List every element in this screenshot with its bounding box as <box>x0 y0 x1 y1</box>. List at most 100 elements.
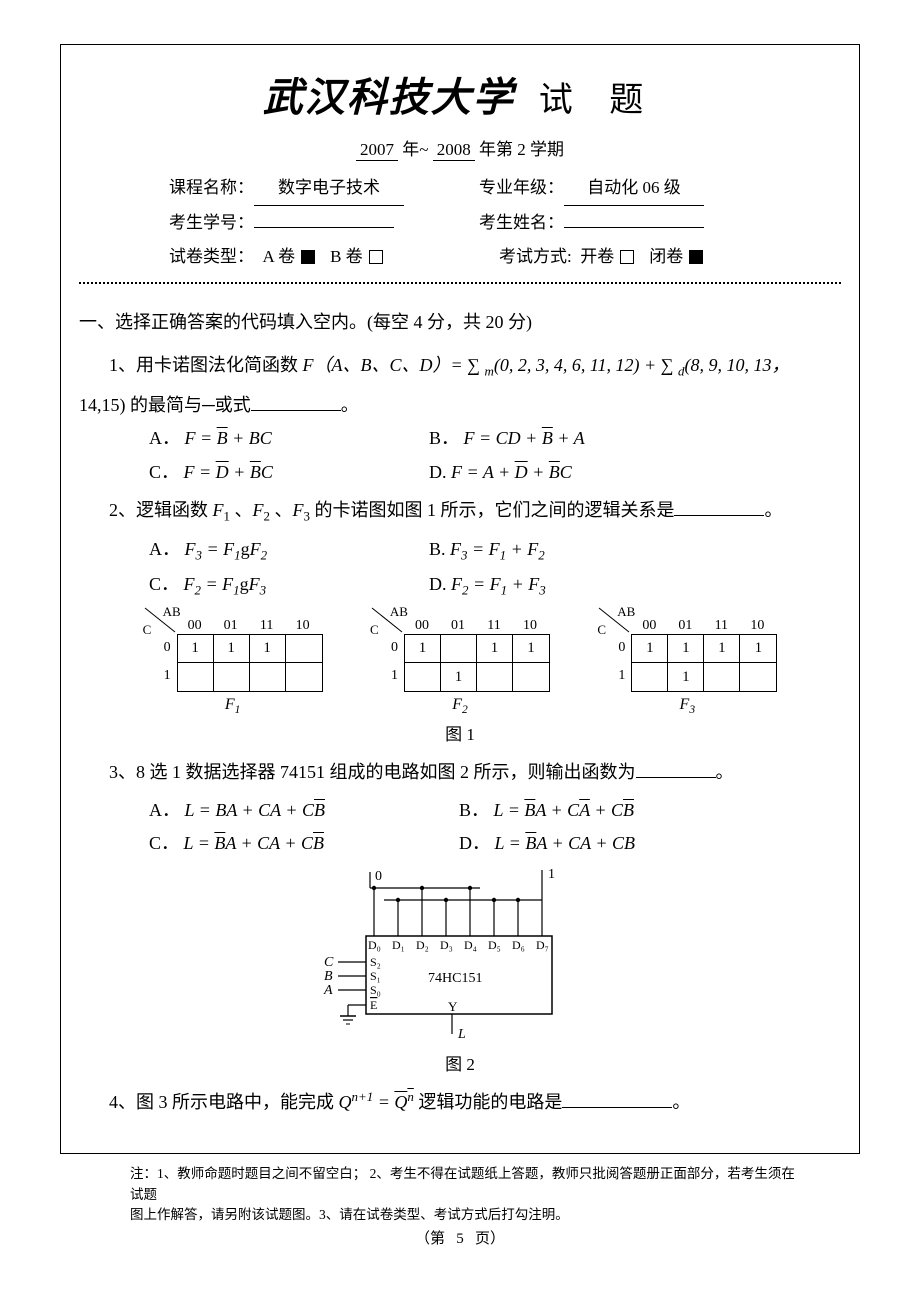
svg-text:D₃: D₃ <box>440 938 453 952</box>
q2-A-expr: F3 = F1gF2 <box>185 539 268 559</box>
term-b: 年第 <box>479 140 513 159</box>
pg-n: 5 <box>456 1231 464 1247</box>
km-cell: 1 <box>513 635 549 663</box>
q1-C-label: C． <box>149 462 179 482</box>
q3-C-label: C． <box>149 833 179 853</box>
km-cell <box>740 663 776 691</box>
semester: 2 <box>517 140 526 159</box>
q2-stem: 2、逻辑函数 F1 、F2 、F3 的卡诺图如图 1 所示，它们之间的逻辑关系是… <box>109 493 841 529</box>
q2-stem-text: 2、逻辑函数 F1 、F2 、F3 的卡诺图如图 1 所示，它们之间的逻辑关系是 <box>109 500 674 520</box>
q3-B-label: B． <box>459 800 489 820</box>
name-blank <box>564 209 704 228</box>
q2-options: A． F3 = F1gF2 B. F3 = F1 + F2 C． F2 = F1… <box>149 533 841 602</box>
footnote: 注：1、教师命题时题目之间不留空白； 2、考生不得在试题纸上答题，教师只批阅答题… <box>130 1164 800 1225</box>
q3-B-expr: L = BA + CA + CB <box>494 800 635 820</box>
term-a: 年~ <box>402 140 428 159</box>
svg-text:Y: Y <box>448 999 458 1014</box>
q3-D-label: D． <box>459 833 490 853</box>
km-col: 11 <box>703 618 739 634</box>
q1-func: F（A、B、C、D）= ∑ m(0, 2, 3, 4, 6, 11, 12) +… <box>303 355 790 375</box>
id-label: 考生学号： <box>169 213 254 232</box>
q3-C-expr: L = BA + CA + CB <box>184 833 325 853</box>
info-row-2: 考生学号： 考生姓名： <box>169 206 821 240</box>
km-grid-f1: 1 1 1 <box>177 634 323 692</box>
svg-text:S₂: S₂ <box>370 955 381 969</box>
q2-B-expr: F3 = F1 + F2 <box>450 539 545 559</box>
q1-B-label: B． <box>429 428 459 448</box>
km-cell <box>477 663 513 691</box>
km-cell <box>286 635 322 663</box>
svg-text:0: 0 <box>375 869 382 884</box>
q2-period: 。 <box>764 500 782 520</box>
svg-text:C: C <box>324 955 334 970</box>
km-col: 10 <box>512 618 548 634</box>
q1-C-expr: F = D + BC <box>184 462 273 482</box>
svg-text:D₄: D₄ <box>464 938 477 952</box>
kmap-c: C <box>370 622 379 638</box>
footnote-1: 注：1、教师命题时题目之间不留空白； 2、考生不得在试题纸上答题，教师只批阅答题… <box>130 1166 795 1201</box>
q2-D-expr: F2 = F1 + F3 <box>451 574 546 594</box>
section-heading: 一、选择正确答案的代码填入空内。(每空 4 分，共 20 分) <box>79 308 841 334</box>
year-from: 2007 <box>356 140 398 161</box>
q1-options: A． F = B + BC B． F = CD + B + A C． F = D… <box>149 422 841 489</box>
km-cell <box>405 663 441 691</box>
checkbox-open-empty <box>620 250 634 264</box>
km-cell <box>214 663 250 691</box>
km-cell: 1 <box>214 635 250 663</box>
kmap-c: C <box>597 622 606 638</box>
km-row: 0 <box>597 634 631 662</box>
km-cell: 1 <box>250 635 286 663</box>
km-col: 00 <box>631 618 667 634</box>
svg-text:1: 1 <box>548 867 555 882</box>
km-col: 10 <box>739 618 775 634</box>
svg-text:D₁: D₁ <box>392 938 405 952</box>
q3-stem: 3、8 选 1 数据选择器 74151 组成的电路如图 2 所示，则输出函数为 。 <box>109 755 841 789</box>
q1-B-expr: F = CD + B + A <box>464 428 585 448</box>
km-grid-f3: 1 1 1 1 1 <box>631 634 777 692</box>
q3-stem-text: 3、8 选 1 数据选择器 74151 组成的电路如图 2 所示，则输出函数为 <box>109 762 636 782</box>
km-col: 11 <box>476 618 512 634</box>
km-cell: 1 <box>477 635 513 663</box>
svg-text:D₅: D₅ <box>488 938 501 952</box>
kmap-ab: AB <box>390 604 408 620</box>
km-cell: 1 <box>668 663 704 691</box>
kmap-ab: AB <box>617 604 635 620</box>
kmap-ab: AB <box>163 604 181 620</box>
km-cell <box>513 663 549 691</box>
q1-A-expr: F = B + BC <box>185 428 272 448</box>
school-name: 武汉科技大学 <box>263 75 515 120</box>
term-row: 2007 年~ 2008 年第 2 学期 <box>79 135 841 161</box>
km-row: 1 <box>370 662 404 690</box>
id-blank <box>254 209 394 228</box>
q2-C-expr: F2 = F1gF3 <box>184 574 267 594</box>
course-label: 课程名称： <box>169 178 254 197</box>
page: 武汉科技大学 试 题 2007 年~ 2008 年第 2 学期 课程名称：数字电… <box>0 0 920 1268</box>
q4-blank <box>562 1090 672 1108</box>
q4-expr: Qn+1 = Qn <box>339 1092 414 1112</box>
major-value: 自动化 06 级 <box>564 171 704 206</box>
km-cell <box>286 663 322 691</box>
pg-b: 页） <box>475 1231 505 1247</box>
course-value: 数字电子技术 <box>254 171 404 206</box>
closed-book: 闭卷 <box>649 247 683 266</box>
name-label: 考生姓名： <box>479 213 564 232</box>
svg-text:D₇: D₇ <box>536 938 549 952</box>
q4-stem: 4、图 3 所示电路中，能完成 Qn+1 = Qn 逻辑功能的电路是。 <box>109 1085 841 1119</box>
title-suffix: 试 题 <box>539 82 658 119</box>
q3-period: 。 <box>716 762 734 782</box>
km-cell: 1 <box>740 635 776 663</box>
q2-D-label: D. <box>429 574 447 594</box>
q1-D-label: D. <box>429 462 447 482</box>
km-row: 1 <box>143 662 177 690</box>
km-cell <box>441 635 477 663</box>
q3-blank <box>636 760 716 778</box>
major-label: 专业年级： <box>479 178 564 197</box>
svg-text:S₀: S₀ <box>370 983 381 997</box>
paper-type-label: 试卷类型： <box>169 247 254 266</box>
svg-text:74HC151: 74HC151 <box>428 971 482 986</box>
q3-D-expr: L = BA + CA + CB <box>495 833 635 853</box>
svg-text:B: B <box>324 969 333 984</box>
q3-options: A． L = BA + CA + CB B． L = BA + CA + CB … <box>149 794 841 861</box>
year-to: 2008 <box>433 140 475 161</box>
km-cell: 1 <box>704 635 740 663</box>
